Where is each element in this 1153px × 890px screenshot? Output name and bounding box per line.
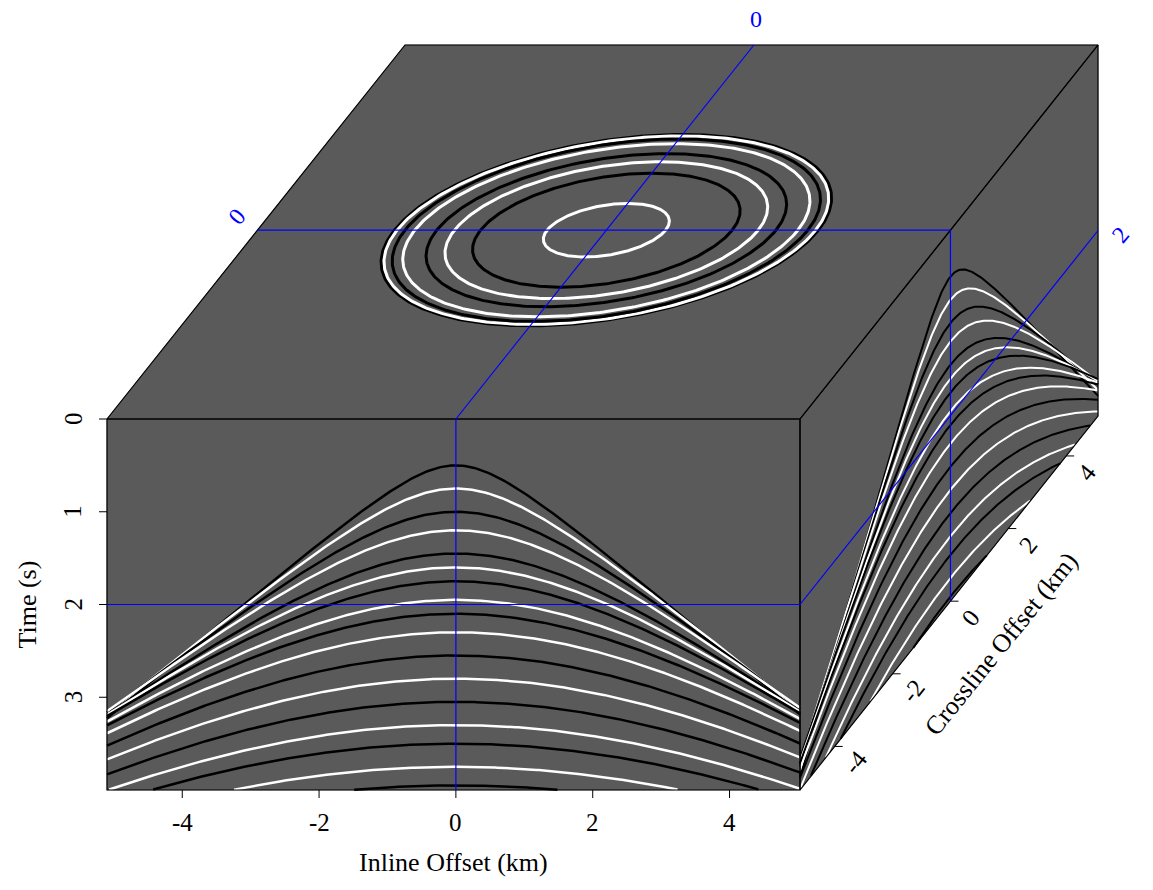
svg-text:4: 4 xyxy=(1072,459,1101,486)
svg-text:Time (s): Time (s) xyxy=(13,561,42,649)
svg-text:0: 0 xyxy=(449,809,462,836)
svg-text:-2: -2 xyxy=(896,674,930,707)
svg-text:2: 2 xyxy=(1014,532,1043,559)
svg-text:0: 0 xyxy=(956,605,985,632)
svg-text:2: 2 xyxy=(586,809,599,836)
svg-text:2: 2 xyxy=(1107,222,1135,248)
svg-text:4: 4 xyxy=(723,809,736,836)
svg-text:-4: -4 xyxy=(172,809,193,836)
svg-text:2: 2 xyxy=(60,598,87,611)
svg-text:0: 0 xyxy=(60,413,87,426)
svg-text:Crossline Offset (km): Crossline Offset (km) xyxy=(919,547,1084,741)
svg-text:0: 0 xyxy=(223,203,251,229)
svg-text:Inline Offset (km): Inline Offset (km) xyxy=(359,848,548,877)
svg-text:3: 3 xyxy=(60,691,87,704)
svg-text:-2: -2 xyxy=(309,809,330,836)
svg-text:0: 0 xyxy=(750,6,762,32)
svg-text:1: 1 xyxy=(59,505,86,518)
svg-text:-4: -4 xyxy=(838,745,872,779)
